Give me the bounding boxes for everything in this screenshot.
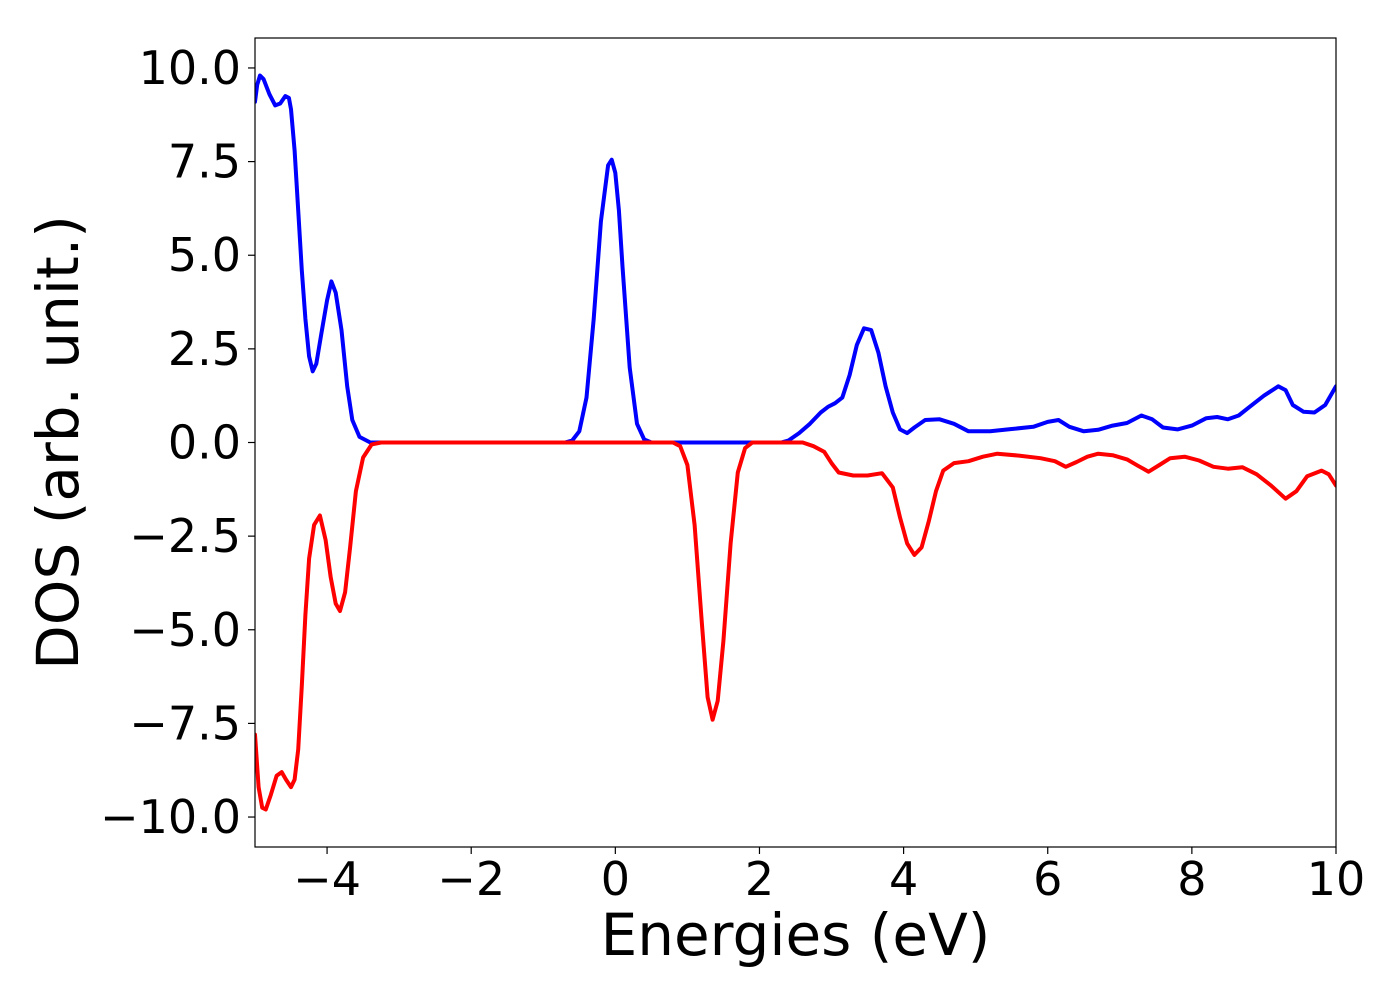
y-axis: 10.0 7.5 5.0 2.5 0.0 −2.5 −5.0 −7.5 −10.0 (100, 41, 255, 844)
y-tick-label: −10.0 (100, 790, 241, 844)
y-tick-label: 10.0 (139, 41, 241, 95)
y-tick-label: −7.5 (129, 696, 241, 750)
x-tick-label: −2 (437, 852, 505, 906)
x-tick-label: 6 (1033, 852, 1062, 906)
y-tick-label: −2.5 (129, 509, 241, 563)
y-tick-label: 5.0 (168, 228, 241, 282)
series-layer (255, 73, 1336, 812)
y-tick-label: −5.0 (129, 603, 241, 657)
y-tick-label: 7.5 (168, 135, 241, 189)
y-axis-label: DOS (arb. unit.) (24, 215, 92, 670)
y-tick-label: 0.0 (168, 416, 241, 470)
x-tick-label: −4 (293, 852, 361, 906)
x-axis: −4 −2 0 2 4 6 8 10 (293, 847, 1365, 906)
series-line-2 (255, 440, 1336, 812)
x-tick-label: 8 (1177, 852, 1206, 906)
x-axis-label: Energies (eV) (601, 901, 991, 969)
series-line-1 (255, 73, 1336, 445)
x-tick-label: 4 (889, 852, 918, 906)
x-tick-label: 0 (601, 852, 630, 906)
x-tick-label: 10 (1307, 852, 1366, 906)
x-tick-label: 2 (745, 852, 774, 906)
y-tick-label: 2.5 (168, 322, 241, 376)
